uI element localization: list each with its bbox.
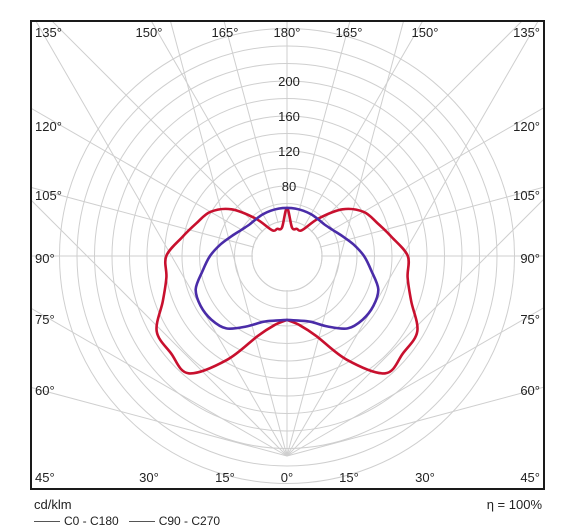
grid-ray-lower: [286, 307, 543, 457]
left-angle-label: 60°: [35, 383, 55, 398]
grid-ray-lower: [286, 22, 539, 457]
top-angle-label: 135°: [35, 25, 62, 40]
legend-item-c90-c270: C90 - C270: [128, 514, 221, 528]
top-angle-label: 180°: [274, 25, 301, 40]
legend-item-c0-c180: C0 - C180: [34, 514, 119, 528]
grid-ray-lower: [170, 22, 288, 457]
grid-ray-lower: [286, 22, 404, 457]
center-mask: [253, 222, 321, 290]
bottom-angle-label: 0°: [281, 470, 293, 485]
radial-tick-label: 120: [278, 144, 300, 159]
right-angle-label: 60°: [520, 383, 540, 398]
grid-ray-upper: [286, 22, 423, 257]
bottom-angle-label: 45°: [520, 470, 540, 485]
top-angle-label: 150°: [412, 25, 439, 40]
bottom-angle-label: 45°: [35, 470, 55, 485]
grid-ray-lower: [32, 200, 288, 457]
polar-diagram: 80 120 160 200 135° 150° 165° 180° 165° 150° 135° 1…: [32, 22, 543, 485]
right-angle-label: 105°: [513, 188, 540, 203]
right-angle-label: 75°: [520, 312, 540, 327]
grid-ray-lower: [286, 199, 543, 457]
grid-ray-upper: [286, 22, 522, 257]
grid-ray-upper: [32, 187, 288, 257]
top-angle-label: 165°: [336, 25, 363, 40]
left-angle-label: 75°: [35, 312, 55, 327]
grid-ray-upper: [32, 108, 288, 257]
grid-ray-upper: [286, 107, 543, 257]
grid-ray-lower: [35, 22, 288, 457]
bottom-angle-label: 30°: [415, 470, 435, 485]
bottom-angle-label: 15°: [215, 470, 235, 485]
plot-area: 80 120 160 200 135° 150° 165° 180° 165° 150° 135° 1…: [30, 20, 545, 490]
grid-ray-lower: [32, 308, 288, 457]
legend-line-c90-c270: [128, 520, 155, 522]
legend-line-c0-c180: [34, 520, 60, 522]
right-angle-label: 90°: [520, 251, 540, 266]
bottom-angle-label: 30°: [139, 470, 159, 485]
top-angle-label: 135°: [513, 25, 540, 40]
grid-ray-upper: [286, 22, 351, 257]
radial-tick-label: 80: [282, 179, 296, 194]
legend-label-c90-c270: C90 - C270: [158, 514, 221, 528]
top-angle-label: 150°: [136, 25, 163, 40]
series-curve-c90-c270: [194, 206, 380, 331]
left-angle-label: 105°: [35, 188, 62, 203]
legend: C0 - C180 C90 - C270: [34, 514, 220, 528]
grid-circle-inner: [251, 220, 323, 292]
grid-ray-upper: [286, 186, 543, 257]
grid-ray-upper: [52, 22, 288, 257]
radial-tick-label: 200: [278, 74, 300, 89]
grid-ray-lower: [32, 387, 288, 457]
left-angle-label: 120°: [35, 119, 62, 134]
efficiency-label: η = 100%: [486, 497, 542, 512]
radial-tick-label: 160: [278, 109, 300, 124]
bottom-angle-label: 15°: [339, 470, 359, 485]
unit-label: cd/klm: [34, 497, 72, 512]
top-angle-label: 165°: [212, 25, 239, 40]
grid-ray-upper: [151, 22, 288, 257]
legend-label-c0-c180: C0 - C180: [64, 514, 119, 528]
grid-ray-upper: [223, 22, 288, 257]
grid-ray-lower: [286, 386, 543, 457]
right-angle-label: 120°: [513, 119, 540, 134]
left-angle-label: 90°: [35, 251, 55, 266]
